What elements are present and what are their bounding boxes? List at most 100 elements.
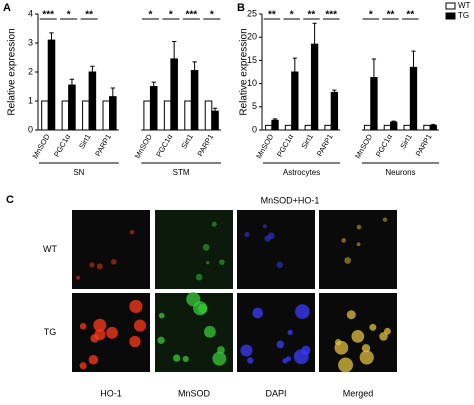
x-tick-label: PARP1	[195, 132, 215, 157]
legend-swatch	[445, 12, 456, 20]
bar	[47, 39, 56, 131]
bar	[310, 43, 319, 131]
cell	[341, 238, 347, 243]
error-bar	[192, 61, 197, 71]
significance-label: **	[406, 10, 414, 21]
cell	[361, 344, 371, 353]
panel-label: A	[3, 2, 11, 14]
group-label: STM	[173, 168, 190, 177]
bar	[163, 100, 172, 131]
cell	[212, 351, 227, 366]
cell	[157, 336, 165, 344]
y-tick-label: 4	[28, 8, 33, 18]
y-tick-label: 20	[247, 32, 257, 42]
cell	[356, 224, 362, 230]
cell	[334, 339, 342, 346]
error-bar	[49, 32, 54, 41]
bar	[324, 124, 332, 131]
cell	[88, 354, 99, 365]
y-tick-label: 0	[28, 124, 33, 134]
bar	[370, 77, 378, 131]
cell	[129, 299, 143, 314]
column-label: Merged	[343, 388, 374, 398]
cell	[203, 325, 216, 338]
micrograph	[155, 210, 233, 289]
error-bar	[292, 57, 297, 72]
micrograph	[319, 210, 397, 289]
row-label: TG	[44, 327, 57, 337]
bar	[284, 124, 293, 131]
cell	[247, 357, 254, 364]
bar	[423, 124, 431, 131]
row-label: WT	[43, 244, 57, 254]
error-bar	[212, 107, 218, 112]
significance-label: ***	[185, 10, 197, 21]
bar	[403, 124, 411, 131]
cell	[295, 304, 310, 319]
legend-label: WT	[458, 1, 471, 10]
cell	[276, 340, 285, 349]
y-tick-label: 0	[252, 124, 257, 134]
bar	[41, 100, 49, 131]
cell	[173, 354, 181, 362]
x-tick-label: PARP1	[93, 132, 113, 157]
cell	[195, 273, 203, 281]
bar	[291, 71, 299, 131]
bar	[102, 100, 111, 131]
bar	[390, 121, 398, 131]
bar	[82, 100, 90, 131]
y-tick-label: 5	[252, 101, 257, 111]
micrograph	[237, 210, 315, 289]
significance-label: *	[210, 10, 214, 21]
group-label: Neurons	[385, 168, 415, 177]
cell	[186, 292, 201, 307]
column-label: MnSOD	[178, 388, 211, 398]
significance-label: *	[369, 10, 373, 21]
x-tick-label: PGC1α	[154, 132, 175, 159]
y-tick-label: 25	[247, 8, 257, 18]
significance-label: *	[148, 10, 152, 21]
error-bar	[332, 89, 337, 93]
significance-label: ***	[325, 10, 337, 21]
cell	[111, 259, 117, 265]
cell	[346, 310, 356, 320]
group-label: Astrocytes	[283, 168, 320, 177]
x-tick-label: PARP1	[414, 132, 434, 157]
bar	[363, 124, 372, 131]
bar	[271, 119, 279, 131]
error-bar	[171, 41, 177, 59]
cell	[206, 261, 210, 265]
cell	[79, 322, 87, 330]
significance-label: **	[85, 10, 93, 21]
panel-title: MnSOD+HO-1	[261, 195, 320, 205]
bar	[204, 100, 213, 131]
cell	[351, 329, 365, 343]
cell	[252, 307, 264, 319]
error-bar	[312, 22, 317, 45]
significance-label: *	[169, 10, 173, 21]
cell	[90, 334, 99, 343]
significance-label: *	[290, 10, 294, 21]
cell	[211, 221, 217, 227]
legend-swatch	[445, 2, 456, 10]
cell	[301, 345, 311, 355]
cell	[240, 344, 253, 357]
bar	[109, 96, 117, 131]
legend-label: TG	[458, 11, 469, 20]
y-tick-label: 2	[28, 66, 33, 76]
bar	[383, 124, 392, 131]
cell	[202, 244, 210, 251]
micrograph	[72, 210, 150, 289]
cell	[133, 319, 147, 332]
bar	[211, 110, 219, 131]
cell	[89, 262, 95, 268]
bar	[184, 100, 192, 131]
error-bar	[90, 65, 95, 72]
bar	[68, 84, 76, 131]
error-bar	[69, 78, 75, 86]
cell	[182, 355, 189, 363]
cell	[382, 217, 388, 222]
bar	[190, 70, 199, 131]
cell	[285, 356, 292, 362]
